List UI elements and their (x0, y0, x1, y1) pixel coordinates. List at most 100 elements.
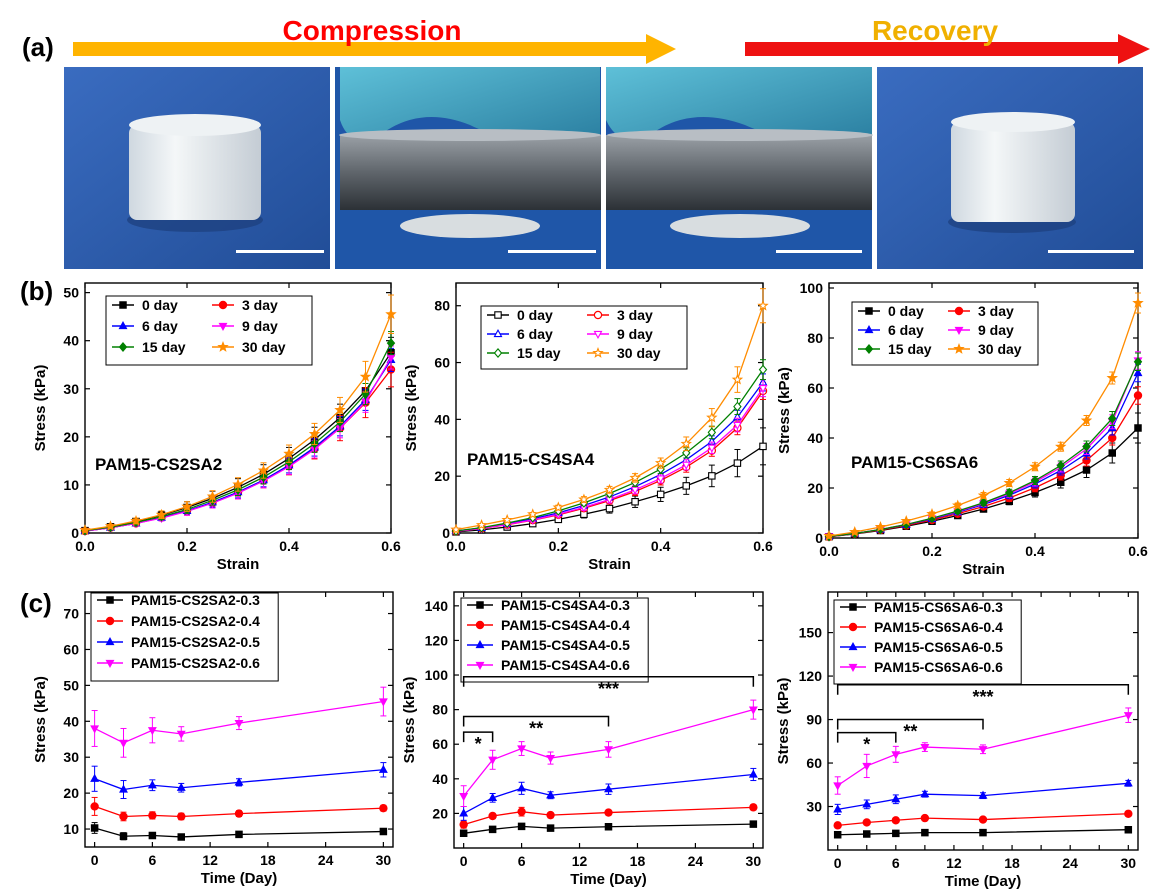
legend-label: 0 day (517, 307, 553, 323)
legend-marker (593, 310, 603, 320)
chart-time-stress-cs6sa6: 0 6 12 18 24 30 30 60 90 120 150 Time (Day) Stress (… (775, 591, 1139, 890)
y-tick-label: 0 (71, 525, 79, 541)
legend-label: 15 day (517, 345, 561, 361)
data-point (682, 482, 690, 490)
data-point (1123, 778, 1133, 787)
significance-label: ** (903, 722, 917, 742)
significance-label: *** (598, 679, 619, 699)
data-point (459, 792, 469, 802)
series-9-day (80, 345, 396, 537)
data-point (517, 783, 527, 792)
scale-bar-1 (236, 250, 324, 253)
x-tick-label: 30 (376, 852, 392, 868)
data-point (552, 501, 565, 513)
significance-label: ** (529, 719, 543, 739)
data-point (181, 500, 193, 512)
legend-entry: PAM15-CS4SA4-0.3 (467, 597, 630, 613)
bracket-line (462, 731, 494, 743)
data-point (603, 483, 616, 495)
y-tick-label: 40 (63, 333, 79, 349)
legend-marker (218, 322, 228, 331)
legend-entry: 30 day (948, 341, 1022, 357)
series-30-day (450, 288, 769, 535)
data-point (147, 727, 157, 736)
x-tick-label: 24 (318, 852, 334, 868)
data-point (104, 520, 117, 532)
y-axis-label: Stress (kPa) (32, 365, 49, 452)
legend-marker (217, 340, 229, 352)
y-tick-label: 30 (63, 749, 79, 765)
legend-marker (593, 330, 603, 339)
scale-bar-4 (1048, 250, 1134, 253)
legend-entry: 6 day (487, 326, 553, 342)
data-point (604, 746, 613, 755)
data-point (359, 370, 372, 382)
legend-label: PAM15-CS4SA4-0.3 (501, 597, 630, 613)
legend-label: 9 day (242, 318, 278, 334)
recovery-label: Recovery (872, 15, 999, 46)
data-point (681, 461, 691, 470)
data-point (604, 808, 613, 817)
x-tick-label: 30 (746, 853, 762, 869)
data-point (475, 519, 488, 530)
bracket-line (462, 715, 610, 727)
significance-label: *** (972, 687, 993, 707)
data-point (1108, 413, 1117, 424)
legend-label: 30 day (242, 339, 286, 355)
legend-entry: 6 day (112, 318, 178, 334)
series-line (463, 823, 754, 834)
legend-entry: PAM15-CS2SA2-0.5 (97, 634, 260, 650)
panel-label-a: (a) (22, 32, 54, 62)
significance-bracket: *** (836, 684, 1130, 707)
legend-entry: 9 day (948, 322, 1014, 338)
legend-label: PAM15-CS2SA2-0.6 (131, 655, 260, 671)
data-point (1030, 475, 1040, 486)
data-point (863, 830, 871, 838)
series-PAM15-CS6SA6-0.3 (833, 825, 1133, 839)
data-point (130, 514, 142, 526)
data-point (235, 830, 243, 839)
x-axis-label: Time (Day) (201, 870, 277, 887)
legend-marker (118, 321, 128, 330)
legend-label: PAM15-CS2SA2-0.5 (131, 634, 260, 650)
x-axis-label: Strain (588, 556, 631, 573)
y-tick-label: 80 (807, 330, 823, 346)
compression-arrow (73, 34, 676, 64)
recovery-arrow (745, 34, 1150, 64)
bracket-line (462, 676, 755, 687)
data-point (177, 833, 185, 841)
x-tick-label: 18 (630, 853, 646, 869)
data-point (177, 812, 186, 821)
chart-strain-stress-cs2sa2: 0.0 0.2 0.4 0.6 0 10 20 30 40 50 Strain Stress (kPa… (32, 282, 401, 573)
data-point (517, 822, 526, 831)
data-point (833, 782, 843, 791)
data-point (977, 489, 990, 501)
panel-label-c: (c) (20, 588, 52, 618)
legend-marker (848, 642, 858, 651)
chart-time-stress-cs4sa4: 0 6 12 18 24 30 20 40 60 80 100 120 140 Time (Day) Str… (401, 591, 764, 888)
y-tick-label: 20 (807, 480, 823, 496)
y-axis-label: Stress (kPa) (776, 367, 793, 454)
legend-entry: PAM15-CS4SA4-0.4 (467, 617, 630, 633)
significance-bracket: * (462, 731, 494, 754)
data-point (148, 811, 157, 820)
data-point (90, 773, 100, 782)
y-axis-label: Stress (kPa) (403, 365, 420, 452)
plot-frame (453, 591, 764, 849)
legend-label: 6 day (888, 322, 924, 338)
data-point (546, 754, 556, 764)
sample-annotation: PAM15-CS6SA6 (851, 453, 978, 472)
data-point (920, 813, 930, 823)
legend-entry: 9 day (212, 318, 278, 334)
legend-box (851, 301, 1039, 366)
legend-box (833, 599, 1022, 685)
data-point (629, 471, 641, 483)
data-point (234, 809, 244, 818)
data-point (604, 822, 613, 831)
panel-label-b: (b) (20, 276, 53, 306)
x-tick-label: 0.4 (279, 538, 299, 554)
data-point (862, 799, 872, 808)
legend-label: 6 day (142, 318, 178, 334)
data-point (604, 784, 613, 793)
legend-entry: 15 day (858, 341, 932, 357)
